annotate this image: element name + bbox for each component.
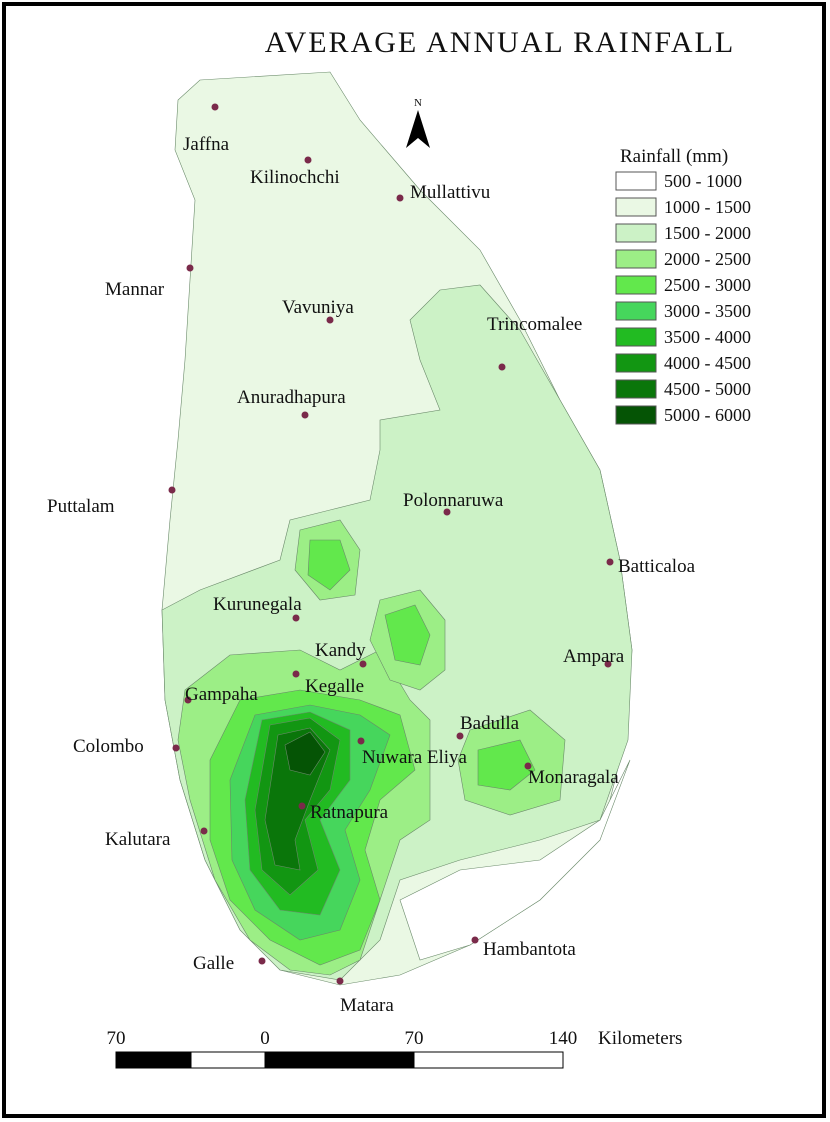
legend-swatch	[615, 223, 657, 243]
legend-swatch	[615, 353, 657, 373]
city-label: Jaffna	[183, 134, 230, 155]
cities: Jaffna Kilinochchi Mullattivu Mannar Vavuniy…	[47, 103, 696, 1016]
city-dot	[186, 264, 194, 272]
legend-label: 1500 - 2000	[664, 223, 751, 243]
legend-swatch	[615, 405, 657, 425]
zone	[399, 759, 631, 961]
city-label: Kilinochchi	[250, 167, 340, 188]
north-label: N	[414, 97, 422, 109]
city-dot	[396, 194, 404, 202]
city-label: Polonnaruwa	[403, 490, 504, 511]
legend-swatch	[615, 197, 657, 217]
scale-segment	[413, 1051, 564, 1069]
city-label: Ratnapura	[310, 802, 389, 823]
city-label: Colombo	[73, 736, 144, 757]
city-dot	[606, 558, 614, 566]
city-dot	[211, 103, 219, 111]
city-label: Nuwara Eliya	[362, 747, 468, 768]
city-label: Galle	[193, 953, 234, 974]
city-dot	[524, 762, 532, 770]
city-label: Gampaha	[185, 684, 258, 705]
rainfall-zones	[161, 71, 633, 986]
legend-label: 2000 - 2500	[664, 249, 751, 269]
city-label: Kandy	[315, 640, 366, 661]
city-label: Kurunegala	[213, 594, 302, 615]
city-label: Puttalam	[47, 496, 115, 517]
legend-label: 3500 - 4000	[664, 327, 751, 347]
city-dot	[172, 744, 180, 752]
scale-segment	[264, 1051, 415, 1069]
legend-label: 500 - 1000	[664, 171, 742, 191]
city-dot	[359, 660, 367, 668]
scale-label: 70	[405, 1028, 424, 1049]
city-label: Mannar	[105, 279, 165, 300]
legend-swatch	[615, 275, 657, 295]
city-dot	[498, 363, 506, 371]
city-dot	[443, 508, 451, 516]
city-dot	[336, 977, 344, 985]
legend-label: 5000 - 6000	[664, 405, 751, 425]
legend-label: 2500 - 3000	[664, 275, 751, 295]
city-dot	[168, 486, 176, 494]
legend-label: 3000 - 3500	[664, 301, 751, 321]
city-label: Batticaloa	[618, 556, 696, 577]
city-dot	[456, 732, 464, 740]
city-dot	[326, 316, 334, 324]
scale-segment	[190, 1051, 266, 1069]
zone	[477, 739, 536, 791]
city-dot	[298, 802, 306, 810]
legend-label: 4000 - 4500	[664, 353, 751, 373]
city-label: Kegalle	[305, 676, 364, 697]
city-dot	[471, 936, 479, 944]
city-label: Anuradhapura	[237, 387, 346, 408]
city-dot	[184, 696, 192, 704]
city-dot	[357, 737, 365, 745]
legend-title: Rainfall (mm)	[620, 146, 728, 167]
city-label: Mullattivu	[410, 182, 491, 203]
north-arrow	[406, 110, 430, 148]
city-dot	[604, 660, 612, 668]
scale-bar: 70 0 70 140 Kilometers	[107, 1028, 682, 1069]
city-label: Matara	[340, 995, 394, 1016]
map-title: AVERAGE ANNUAL RAINFALL	[265, 26, 735, 59]
city-label: Vavuniya	[282, 297, 354, 318]
city-label: Monaragala	[528, 767, 619, 788]
city-dot	[258, 957, 266, 965]
scale-unit: Kilometers	[598, 1028, 682, 1049]
legend-swatch	[615, 171, 657, 191]
city-label: Badulla	[460, 713, 520, 734]
scale-segment	[115, 1051, 192, 1069]
city-label: Kalutara	[105, 829, 171, 850]
scale-label: 0	[260, 1028, 270, 1049]
city-dot	[292, 614, 300, 622]
city-dot	[200, 827, 208, 835]
legend-swatch	[615, 301, 657, 321]
scale-label: 70	[107, 1028, 126, 1049]
zone	[284, 731, 326, 776]
scale-label: 140	[549, 1028, 578, 1049]
city-label: Trincomalee	[487, 314, 582, 335]
zone	[384, 604, 431, 666]
legend-label: 1000 - 1500	[664, 197, 751, 217]
legend-swatch	[615, 379, 657, 399]
city-label: Hambantota	[483, 939, 576, 960]
city-dot	[304, 156, 312, 164]
city-dot	[292, 670, 300, 678]
legend-swatch	[615, 327, 657, 347]
city-dot	[301, 411, 309, 419]
city-label: Ampara	[563, 646, 625, 667]
zone	[307, 539, 351, 591]
legend-label: 4500 - 5000	[664, 379, 751, 399]
legend-swatch	[615, 249, 657, 269]
legend: 500 - 1000 1000 - 1500 1500 - 2000 2000 - 2…	[615, 171, 751, 425]
